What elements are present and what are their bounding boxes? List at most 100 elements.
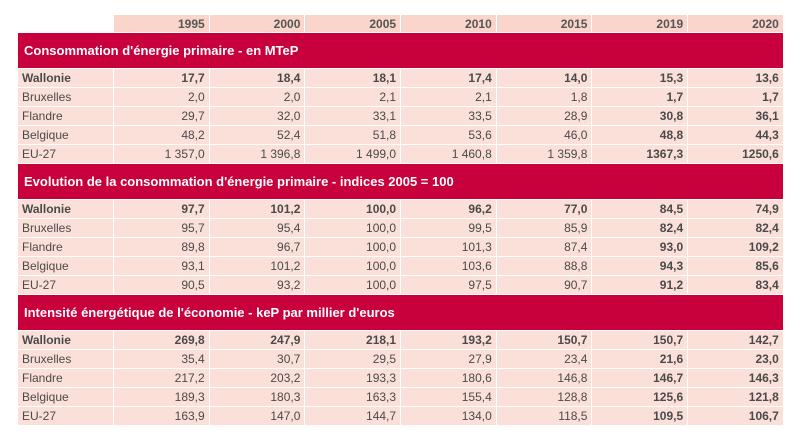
value-cell: 1 499,0 — [304, 144, 402, 164]
value-cell: 36,1 — [687, 106, 784, 126]
value-cell: 1250,6 — [687, 144, 784, 164]
row-label: Flandre — [17, 237, 114, 257]
value-cell: 103,6 — [400, 256, 497, 276]
value-cell: 2,0 — [208, 87, 306, 107]
value-cell: 99,5 — [400, 218, 497, 238]
value-cell: 83,4 — [687, 275, 784, 295]
row-label: EU-27 — [17, 275, 114, 295]
section-header-row: Consommation d'énergie primaire - en MTe… — [17, 32, 784, 69]
value-cell: 100,0 — [304, 199, 402, 219]
row-label: Belgique — [17, 125, 114, 145]
value-cell: 93,2 — [208, 275, 306, 295]
value-cell: 2,1 — [400, 87, 497, 107]
value-cell: 23,0 — [687, 349, 784, 369]
value-cell: 218,1 — [304, 330, 402, 350]
year-header: 2019 — [591, 14, 689, 33]
value-cell: 1 460,8 — [400, 144, 497, 164]
value-cell: 142,7 — [687, 330, 784, 350]
row-label: Wallonie — [17, 330, 114, 350]
value-cell: 87,4 — [495, 237, 593, 257]
value-cell: 101,2 — [208, 256, 306, 276]
value-cell: 94,3 — [591, 256, 689, 276]
value-cell: 2,0 — [113, 87, 210, 107]
energy-table-body: 1995 2000 2005 2010 2015 2019 2020 Conso… — [17, 14, 784, 426]
value-cell: 1,7 — [687, 87, 784, 107]
value-cell: 15,3 — [591, 68, 689, 88]
value-cell: 13,6 — [687, 68, 784, 88]
value-cell: 48,8 — [591, 125, 689, 145]
value-cell: 147,0 — [208, 406, 306, 426]
table-row: Wallonie 97,7 101,2 100,0 96,2 77,0 84,5 74,9 — [17, 199, 784, 219]
table-row: Wallonie 269,8 247,9 218,1 193,2 150,7 150,7 14… — [17, 330, 784, 350]
value-cell: 146,8 — [495, 368, 593, 388]
year-header: 2000 — [208, 14, 306, 33]
value-cell: 33,1 — [304, 106, 402, 126]
table-row: EU-27 90,5 93,2 100,0 97,5 90,7 91,2 83,4 — [17, 275, 784, 295]
row-label: EU-27 — [17, 144, 114, 164]
value-cell: 29,7 — [113, 106, 210, 126]
value-cell: 146,3 — [687, 368, 784, 388]
value-cell: 150,7 — [495, 330, 593, 350]
value-cell: 77,0 — [495, 199, 593, 219]
row-label: EU-27 — [17, 406, 114, 426]
table-row: Flandre 217,2 203,2 193,3 180,6 146,8 146,7 146… — [17, 368, 784, 388]
value-cell: 150,7 — [591, 330, 689, 350]
row-label: Wallonie — [17, 199, 114, 219]
value-cell: 48,2 — [113, 125, 210, 145]
value-cell: 247,9 — [208, 330, 306, 350]
year-header: 1995 — [113, 14, 210, 33]
value-cell: 134,0 — [400, 406, 497, 426]
year-header: 2015 — [495, 14, 593, 33]
value-cell: 29,5 — [304, 349, 402, 369]
value-cell: 91,2 — [591, 275, 689, 295]
row-label: Belgique — [17, 387, 114, 407]
value-cell: 1367,3 — [591, 144, 689, 164]
value-cell: 97,7 — [113, 199, 210, 219]
value-cell: 180,3 — [208, 387, 306, 407]
row-label: Bruxelles — [17, 218, 114, 238]
value-cell: 1,7 — [591, 87, 689, 107]
value-cell: 88,8 — [495, 256, 593, 276]
value-cell: 14,0 — [495, 68, 593, 88]
table-row: Belgique 93,1 101,2 100,0 103,6 88,8 94,3 85,6 — [17, 256, 784, 276]
section-header-row: Evolution de la consommation d'énergie p… — [17, 163, 784, 200]
value-cell: 109,2 — [687, 237, 784, 257]
value-cell: 106,7 — [687, 406, 784, 426]
table-row: Bruxelles 2,0 2,0 2,1 2,1 1,8 1,7 1,7 — [17, 87, 784, 107]
value-cell: 189,3 — [113, 387, 210, 407]
value-cell: 100,0 — [304, 275, 402, 295]
year-header: 2010 — [400, 14, 497, 33]
value-cell: 33,5 — [400, 106, 497, 126]
value-cell: 84,5 — [591, 199, 689, 219]
value-cell: 82,4 — [687, 218, 784, 238]
section-title: Consommation d'énergie primaire - en MTe… — [17, 32, 784, 69]
value-cell: 100,0 — [304, 218, 402, 238]
year-header: 2020 — [687, 14, 784, 33]
value-cell: 193,2 — [400, 330, 497, 350]
value-cell: 32,0 — [208, 106, 306, 126]
value-cell: 53,6 — [400, 125, 497, 145]
row-label: Flandre — [17, 368, 114, 388]
value-cell: 35,4 — [113, 349, 210, 369]
table-row: Belgique 48,2 52,4 51,8 53,6 46,0 48,8 44,3 — [17, 125, 784, 145]
table-row: Wallonie 17,7 18,4 18,1 17,4 14,0 15,3 13,6 — [17, 68, 784, 88]
value-cell: 155,4 — [400, 387, 497, 407]
value-cell: 193,3 — [304, 368, 402, 388]
value-cell: 203,2 — [208, 368, 306, 388]
value-cell: 2,1 — [304, 87, 402, 107]
value-cell: 118,5 — [495, 406, 593, 426]
value-cell: 30,7 — [208, 349, 306, 369]
value-cell: 23,4 — [495, 349, 593, 369]
row-label: Bruxelles — [17, 349, 114, 369]
value-cell: 180,6 — [400, 368, 497, 388]
row-label: Belgique — [17, 256, 114, 276]
value-cell: 21,6 — [591, 349, 689, 369]
value-cell: 1,8 — [495, 87, 593, 107]
section-title: Intensité énergétique de l'économie - ke… — [17, 294, 784, 331]
section-title: Evolution de la consommation d'énergie p… — [17, 163, 784, 200]
value-cell: 27,9 — [400, 349, 497, 369]
value-cell: 28,9 — [495, 106, 593, 126]
value-cell: 90,5 — [113, 275, 210, 295]
value-cell: 163,3 — [304, 387, 402, 407]
value-cell: 97,5 — [400, 275, 497, 295]
